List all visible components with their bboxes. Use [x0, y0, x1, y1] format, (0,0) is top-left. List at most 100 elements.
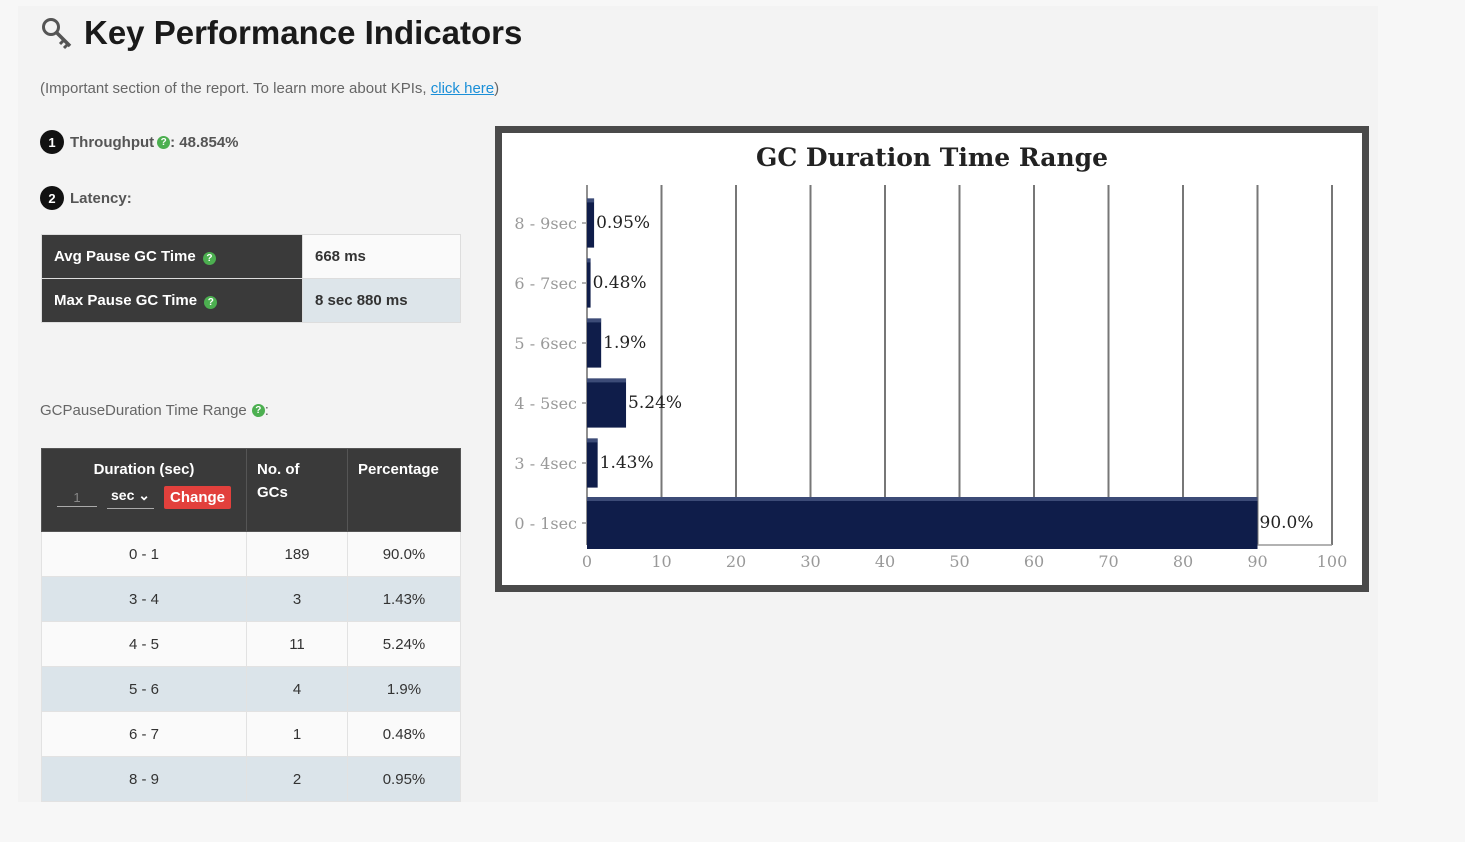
table-row: 3 - 4 3 1.43% [41, 576, 461, 622]
help-icon[interactable]: ? [251, 404, 265, 417]
table-row: Max Pause GC Time ? 8 sec 880 ms [41, 278, 461, 323]
x-tick-label: 90 [1247, 552, 1267, 571]
change-button[interactable]: Change [163, 486, 231, 509]
count-cell: 189 [246, 531, 348, 577]
bar [587, 198, 595, 248]
percentage-cell: 0.95% [347, 756, 461, 802]
category-label: 4 - 5sec [514, 394, 577, 413]
help-icon[interactable]: ? [202, 252, 216, 265]
unit-select[interactable]: sec ⌄ [107, 487, 154, 509]
bar-highlight [587, 497, 1258, 501]
table-row: 4 - 5 11 5.24% [41, 621, 461, 667]
duration-range-table: Duration (sec) sec ⌄ Change No. of GCs P… [41, 448, 461, 802]
key-icon [42, 18, 72, 50]
page-title: Key Performance Indicators [84, 14, 523, 51]
bar [587, 318, 602, 368]
data-label: 5.24% [628, 393, 682, 413]
bar-highlight [587, 438, 598, 443]
subtitle-text: (Important section of the report. To lea… [40, 80, 427, 97]
throughput-label: Throughput [70, 133, 155, 151]
category-label: 5 - 6sec [514, 334, 577, 353]
number-badge-1: 1 [40, 130, 64, 154]
throughput-value: : 48.854% [170, 133, 239, 151]
title-row: Key Performance Indicators [40, 14, 522, 52]
duration-header-label: Duration (sec) [93, 461, 195, 478]
percentage-cell: 1.9% [347, 666, 461, 712]
bar-highlight [587, 378, 627, 383]
category-label: 8 - 9sec [514, 214, 577, 233]
count-cell: 3 [246, 576, 348, 622]
percentage-cell: 1.43% [347, 576, 461, 622]
data-label: 1.9% [603, 333, 646, 353]
count-cell: 4 [246, 666, 348, 712]
duration-cell: 8 - 9 [41, 756, 247, 802]
throughput-row: 1 Throughput ? : 48.854% [40, 130, 239, 154]
data-label: 1.43% [600, 453, 654, 473]
bar-highlight [587, 198, 595, 203]
bar [587, 258, 591, 308]
percentage-cell: 5.24% [347, 621, 461, 667]
count-header: No. of GCs [246, 448, 348, 532]
table-row: 0 - 1 189 90.0% [41, 531, 461, 577]
count-header-line1: No. of [257, 461, 300, 478]
x-tick-label: 60 [1024, 552, 1044, 571]
x-tick-label: 30 [800, 552, 820, 571]
data-label: 0.95% [596, 213, 650, 233]
avg-pause-label-cell: Avg Pause GC Time ? [41, 234, 303, 279]
latency-label: Latency: [70, 189, 132, 207]
max-pause-label-cell: Max Pause GC Time ? [41, 278, 303, 323]
category-label: 3 - 4sec [514, 454, 577, 473]
percentage-header: Percentage [347, 448, 461, 532]
table-row: 8 - 9 2 0.95% [41, 756, 461, 802]
duration-cell: 5 - 6 [41, 666, 247, 712]
range-section-label: GCPauseDuration Time Range ? : [40, 402, 269, 419]
chevron-down-icon: ⌄ [138, 486, 150, 503]
max-pause-value: 8 sec 880 ms [302, 278, 461, 323]
bar [587, 497, 1258, 549]
percentage-cell: 90.0% [347, 531, 461, 577]
count-cell: 2 [246, 756, 348, 802]
table-row: 6 - 7 1 0.48% [41, 711, 461, 757]
duration-cell: 3 - 4 [41, 576, 247, 622]
percentage-cell: 0.48% [347, 711, 461, 757]
click-here-link[interactable]: click here [430, 80, 495, 97]
x-tick-label: 80 [1173, 552, 1193, 571]
range-label-suffix: : [264, 402, 269, 419]
category-label: 6 - 7sec [514, 274, 577, 293]
data-label: 0.48% [593, 273, 647, 293]
avg-pause-label: Avg Pause GC Time [54, 248, 196, 265]
subtitle-suffix: ) [494, 80, 500, 97]
help-icon[interactable]: ? [157, 135, 171, 149]
gc-duration-chart: GC Duration Time Range 0 10 20 30 40 50 60 70 80 9… [495, 126, 1369, 592]
category-label: 0 - 1sec [514, 514, 577, 533]
duration-cell: 6 - 7 [41, 711, 247, 757]
number-badge-2: 2 [40, 186, 64, 210]
max-pause-label: Max Pause GC Time [54, 292, 198, 309]
x-tick-label: 40 [875, 552, 895, 571]
data-label: 90.0% [1260, 513, 1314, 533]
help-icon[interactable]: ? [204, 296, 218, 309]
x-tick-label: 100 [1317, 552, 1348, 571]
x-tick-label: 70 [1098, 552, 1118, 571]
x-tick-label: 50 [949, 552, 969, 571]
count-cell: 11 [246, 621, 348, 667]
x-tick-label: 10 [651, 552, 671, 571]
duration-cell: 0 - 1 [41, 531, 247, 577]
duration-cell: 4 - 5 [41, 621, 247, 667]
unit-value-input[interactable] [57, 488, 97, 507]
chart-title: GC Duration Time Range [756, 143, 1108, 172]
x-tick-label: 0 [582, 552, 592, 571]
page-subtitle: (Important section of the report. To lea… [40, 80, 499, 97]
unit-select-value: sec [111, 486, 135, 503]
table-row: 5 - 6 4 1.9% [41, 666, 461, 712]
count-cell: 1 [246, 711, 348, 757]
range-label-text: GCPauseDuration Time Range [40, 402, 247, 419]
range-table-body: 0 - 1 189 90.0% 3 - 4 3 1.43% 4 - 5 11 5.24% 5 - … [41, 531, 461, 802]
latency-row: 2 Latency: [40, 186, 132, 210]
bar [587, 438, 598, 488]
x-tick-label: 20 [726, 552, 746, 571]
bar-highlight [587, 258, 591, 263]
table-row: Avg Pause GC Time ? 668 ms [41, 234, 461, 279]
chart-svg: GC Duration Time Range 0 10 20 30 40 50 60 70 80 9… [514, 143, 1348, 571]
bar [587, 378, 627, 428]
